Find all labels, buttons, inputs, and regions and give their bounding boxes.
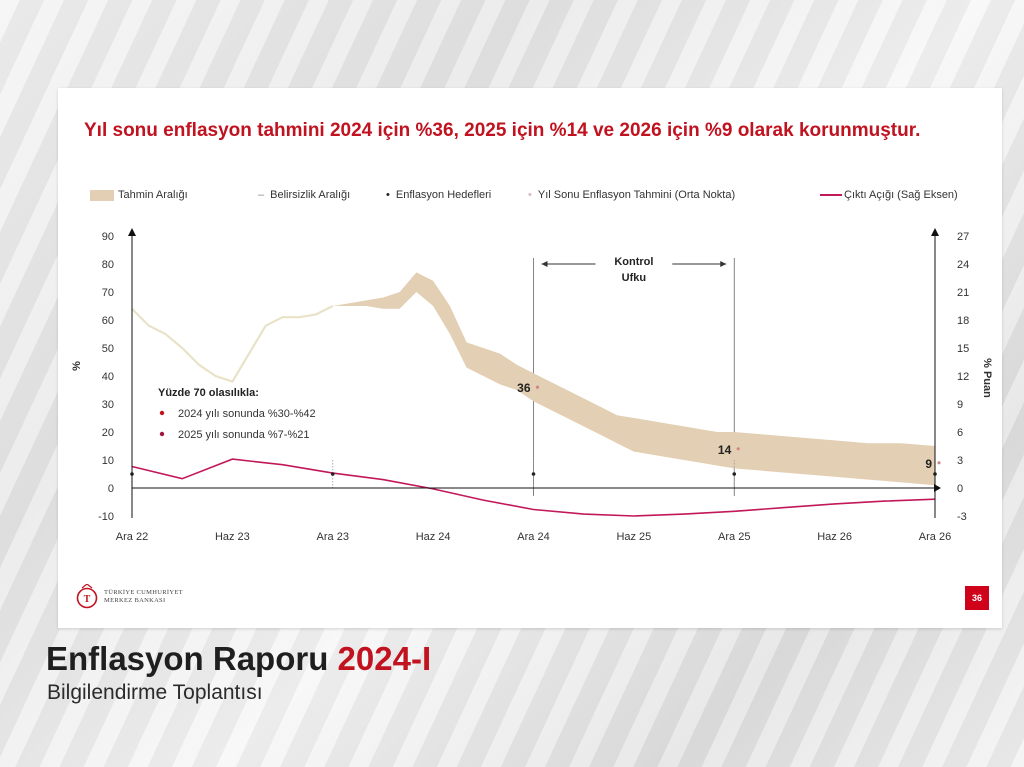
right-tick-label: 21 (957, 287, 969, 299)
control-horizon-arrowhead-left (541, 261, 548, 267)
x-tick-label: Ara 26 (919, 531, 951, 543)
svg-text:T: T (84, 594, 91, 605)
midpoint-marker-2 (937, 461, 941, 465)
slide-card: Yıl sonu enflasyon tahmini 2024 için %36… (58, 88, 1002, 628)
left-tick-label: -10 (98, 511, 114, 523)
inflation-actual-line (131, 305, 334, 383)
annotation-bullet-1 (159, 431, 165, 437)
midpoint-label-0: 36 (517, 381, 531, 395)
right-tick-label: 27 (957, 231, 969, 243)
right-tick-label: -3 (957, 511, 967, 523)
right-tick-label: 24 (957, 259, 969, 271)
legend-item-output-gap: Çıktı Açığı (Sağ Eksen) (820, 189, 958, 201)
left-axis-arrowhead (128, 228, 136, 236)
annotation-item-1: 2025 yılı sonunda %7-%21 (178, 429, 309, 441)
legend-swatch-targets: • (386, 189, 390, 201)
logo-line-1: TÜRKİYE CUMHURİYET (104, 589, 183, 596)
cbrt-logo: T TÜRKİYE CUMHURİYET MERKEZ BANKASI (76, 582, 183, 612)
legend-label-band: Tahmin Aralığı (118, 189, 188, 201)
midpoint-label-1: 14 (718, 443, 732, 457)
x-tick-label: Ara 23 (317, 531, 349, 543)
x-tick-label: Haz 24 (416, 531, 451, 543)
annotation-bullet-0 (159, 410, 165, 416)
report-title-main: Enflasyon Raporu (46, 640, 329, 677)
legend-item-targets: • Enflasyon Hedefleri (386, 189, 491, 201)
legend-label-output-gap: Çıktı Açığı (Sağ Eksen) (844, 189, 958, 201)
legend-swatch-midpoint: • (528, 189, 532, 201)
left-tick-label: 20 (102, 427, 114, 439)
forecast-band (332, 272, 935, 486)
control-horizon-label-1: Kontrol (614, 256, 653, 268)
right-tick-label: 15 (957, 343, 969, 355)
right-axis-title: % Puan (981, 358, 993, 398)
cbrt-logo-text: TÜRKİYE CUMHURİYET MERKEZ BANKASI (104, 589, 183, 605)
chart-legend: Tahmin Aralığı – Belirsizlik Aralığı • E… (88, 189, 988, 207)
legend-item-band: Tahmin Aralığı (90, 189, 188, 201)
right-tick-label: 0 (957, 483, 963, 495)
target-marker-2 (531, 472, 536, 476)
legend-label-midpoint: Yıl Sonu Enflasyon Tahmini (Orta Nokta) (537, 189, 736, 201)
midpoint-marker-1 (736, 447, 740, 451)
right-axis-arrowhead (931, 228, 939, 236)
target-marker-3 (732, 472, 737, 476)
right-tick-label: 12 (957, 371, 969, 383)
left-tick-label: 70 (102, 287, 114, 299)
left-tick-label: 50 (102, 343, 114, 355)
right-tick-label: 3 (957, 455, 963, 467)
legend-swatch-output-gap (820, 194, 842, 196)
target-marker-1 (330, 472, 335, 476)
midpoint-label-2: 9 (925, 457, 932, 471)
midpoint-marker-0 (535, 385, 540, 389)
report-title-year: 2024-I (337, 640, 432, 677)
legend-swatch-uncertainty: – (258, 189, 265, 201)
left-tick-label: 40 (102, 371, 114, 383)
left-tick-label: 10 (102, 455, 114, 467)
page-number-badge: 36 (965, 586, 989, 610)
x-tick-label: Ara 24 (517, 531, 549, 543)
left-tick-label: 0 (108, 483, 114, 495)
right-tick-label: 9 (957, 399, 963, 411)
right-tick-label: 6 (957, 427, 963, 439)
x-tick-label: Ara 22 (116, 531, 148, 543)
logo-line-2: MERKEZ BANKASI (104, 597, 166, 604)
left-tick-label: 80 (102, 259, 114, 271)
annotation-title: Yüzde 70 olasılıkla: (158, 387, 259, 399)
annotation-item-0: 2024 yılı sonunda %30-%42 (178, 408, 316, 420)
x-tick-label: Ara 25 (718, 531, 750, 543)
legend-label-uncertainty: Belirsizlik Aralığı (270, 189, 351, 201)
right-tick-label: 18 (957, 315, 969, 327)
legend-item-uncertainty: – Belirsizlik Aralığı (258, 189, 350, 201)
legend-swatch-band (90, 189, 114, 201)
x-tick-label: Haz 25 (616, 531, 651, 543)
control-horizon-label-2: Ufku (622, 272, 646, 284)
cbrt-emblem-icon: T (76, 584, 98, 609)
legend-item-midpoint: • Yıl Sonu Enflasyon Tahmini (Orta Nokta… (528, 189, 735, 201)
report-title: Enflasyon Raporu 2024-I (46, 640, 431, 678)
output-gap-line (131, 458, 936, 517)
slide-headline: Yıl sonu enflasyon tahmini 2024 için %36… (84, 120, 921, 141)
x-tick-label: Haz 26 (817, 531, 852, 543)
left-tick-label: 90 (102, 231, 114, 243)
left-tick-label: 60 (102, 315, 114, 327)
left-axis-title: % (71, 361, 83, 371)
left-tick-label: 30 (102, 399, 114, 411)
legend-label-targets: Enflasyon Hedefleri (395, 189, 492, 201)
chart-canvas: KontrolUfku361499080706050403020100-10%2… (71, 228, 993, 543)
zero-axis-arrowhead (934, 484, 941, 492)
x-tick-label: Haz 23 (215, 531, 250, 543)
control-horizon-arrowhead-right (720, 261, 727, 267)
report-subtitle: Bilgilendirme Toplantısı (47, 681, 263, 704)
